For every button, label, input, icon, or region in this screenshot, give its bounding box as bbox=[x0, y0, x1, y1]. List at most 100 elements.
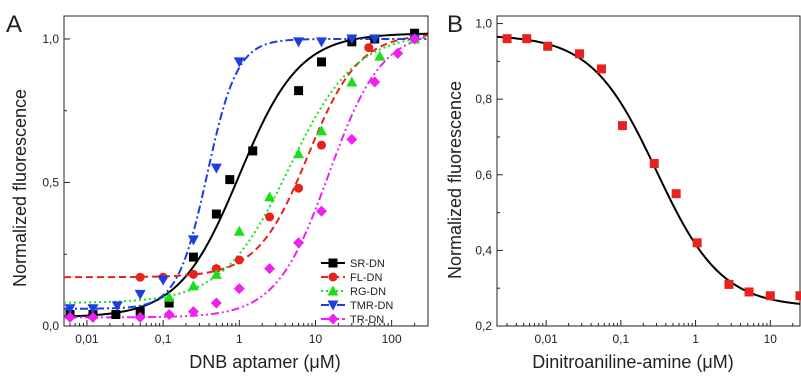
legend-marker bbox=[327, 313, 339, 325]
x-tick-label: 0,1 bbox=[612, 332, 629, 346]
x-tick-label: 1 bbox=[236, 332, 243, 346]
fit-curve-rg-dn bbox=[63, 36, 429, 304]
x-tick-label: 10 bbox=[309, 332, 323, 346]
legend-label: TR-DN bbox=[350, 314, 384, 326]
panel-a-legend: SR-DN FL-DN RG-DN TMR-DN TR-DN bbox=[321, 258, 393, 326]
data-point-sr-dn bbox=[294, 86, 304, 96]
data-point-sr-dn bbox=[211, 209, 221, 219]
legend-marker bbox=[328, 272, 338, 282]
y-tick-label: 1,0 bbox=[475, 17, 492, 31]
data-point-tmr-dn bbox=[111, 301, 123, 312]
data-point-rg-dn bbox=[233, 225, 245, 236]
y-tick-label: 0,4 bbox=[475, 243, 492, 257]
data-point-tr-dn bbox=[87, 311, 99, 323]
data-point-tmr-dn bbox=[134, 289, 146, 300]
data-point-tr-dn bbox=[293, 237, 305, 249]
data-point-tr-dn bbox=[210, 297, 222, 309]
data-point-rg-dn bbox=[293, 148, 305, 159]
x-tick-label: 0,01 bbox=[534, 332, 558, 346]
x-tick-label: 0,1 bbox=[155, 332, 172, 346]
data-point-tr-dn bbox=[316, 205, 328, 217]
panel-a-fit-curves bbox=[63, 32, 429, 319]
y-tick-label: 0,0 bbox=[42, 319, 59, 333]
panel-b-plot-frame bbox=[496, 15, 801, 327]
panel-a-x-axis-label: DNB aptamer (μM) bbox=[189, 352, 340, 372]
x-tick-label: 10 bbox=[764, 332, 778, 346]
data-point-tmr-dn bbox=[64, 304, 76, 315]
panel-a-ticks: 0,01 0,1 1 10 100 0,0 0,5 1,0 bbox=[42, 32, 429, 346]
data-point-tmr-dn bbox=[293, 37, 305, 48]
data-point-rg-dn bbox=[264, 191, 276, 202]
data-point-tr-dn bbox=[369, 76, 381, 88]
data-point bbox=[795, 291, 801, 301]
data-point-fl-dn bbox=[294, 183, 304, 193]
data-point-sr-dn bbox=[135, 307, 145, 317]
data-point-rg-dn bbox=[316, 125, 328, 136]
y-tick-label: 0,5 bbox=[42, 175, 59, 189]
y-tick-label: 0,6 bbox=[475, 168, 492, 182]
fit-curve bbox=[496, 35, 801, 305]
data-point-rg-dn bbox=[187, 280, 199, 291]
panel-b-data-points bbox=[502, 34, 801, 301]
y-tick-label: 0,8 bbox=[475, 92, 492, 106]
y-tick-label: 1,0 bbox=[42, 32, 59, 46]
data-point bbox=[765, 291, 775, 301]
data-point-tmr-dn bbox=[346, 34, 358, 45]
data-point-sr-dn bbox=[225, 175, 235, 185]
data-point-tr-dn bbox=[64, 311, 76, 323]
panel-b-chart: B 0,01 0,1 1 10 0,2 0,4 0,6 0,8 1,0 Dinitroanili… bbox=[445, 11, 801, 372]
legend-label: SR-DN bbox=[350, 258, 385, 270]
data-point-sr-dn bbox=[111, 310, 121, 320]
panel-b-y-axis-label: Normalized fluorescence bbox=[445, 81, 465, 279]
data-point-tmr-dn bbox=[210, 163, 222, 174]
data-point-tmr-dn bbox=[187, 235, 199, 246]
panel-b-x-axis-label: Dinitroaniline-amine (μM) bbox=[532, 352, 733, 372]
panel-a-plot-frame bbox=[63, 15, 429, 327]
data-point-tr-dn bbox=[187, 306, 199, 318]
data-point-fl-dn bbox=[364, 43, 374, 53]
data-point-sr-dn bbox=[410, 28, 420, 38]
data-point-fl-dn bbox=[135, 272, 145, 282]
data-point bbox=[724, 279, 734, 289]
data-point-tr-dn bbox=[409, 33, 421, 45]
data-point-fl-dn bbox=[234, 255, 244, 265]
data-point bbox=[543, 41, 553, 51]
data-point-tmr-dn bbox=[87, 304, 99, 315]
panel-b-ticks: 0,01 0,1 1 10 0,2 0,4 0,6 0,8 1,0 bbox=[475, 17, 794, 346]
legend-label: RG-DN bbox=[350, 286, 386, 298]
data-point bbox=[596, 64, 606, 74]
panel-a-chart: A 0,01 0,1 1 10 100 0,0 0,5 1,0 SR-DN FL-DN RG-DN… bbox=[6, 11, 429, 372]
data-point bbox=[502, 34, 512, 44]
data-point-fl-dn bbox=[317, 140, 327, 150]
data-point-rg-dn bbox=[346, 76, 358, 87]
fit-curve-sr-dn bbox=[63, 32, 429, 318]
data-point bbox=[692, 238, 702, 248]
panel-b-label: B bbox=[447, 11, 463, 38]
data-point-sr-dn bbox=[164, 298, 174, 308]
data-point-tr-dn bbox=[163, 309, 175, 321]
x-tick-label: 1 bbox=[692, 332, 699, 346]
data-point-tr-dn bbox=[264, 263, 276, 275]
data-point bbox=[617, 121, 627, 131]
legend-label: TMR-DN bbox=[350, 300, 393, 312]
data-point bbox=[649, 158, 659, 168]
data-point bbox=[522, 34, 532, 44]
x-tick-label: 0,01 bbox=[75, 332, 99, 346]
legend-marker bbox=[327, 300, 339, 311]
data-point-fl-dn bbox=[211, 264, 221, 274]
data-point bbox=[744, 287, 754, 297]
legend-marker bbox=[328, 258, 338, 268]
legend-marker bbox=[327, 285, 339, 296]
data-point-tmr-dn bbox=[157, 275, 169, 286]
panel-a-label: A bbox=[6, 11, 22, 38]
data-point-tmr-dn bbox=[369, 34, 381, 45]
data-point-sr-dn bbox=[317, 57, 327, 67]
data-point-rg-dn bbox=[210, 268, 222, 279]
x-tick-label: 100 bbox=[382, 332, 402, 346]
data-point-tr-dn bbox=[134, 311, 146, 323]
data-point-rg-dn bbox=[163, 291, 175, 302]
panel-a-data-points bbox=[64, 28, 421, 323]
data-point-tmr-dn bbox=[316, 37, 328, 48]
data-point-sr-dn bbox=[248, 146, 258, 156]
data-point-sr-dn bbox=[188, 252, 198, 262]
